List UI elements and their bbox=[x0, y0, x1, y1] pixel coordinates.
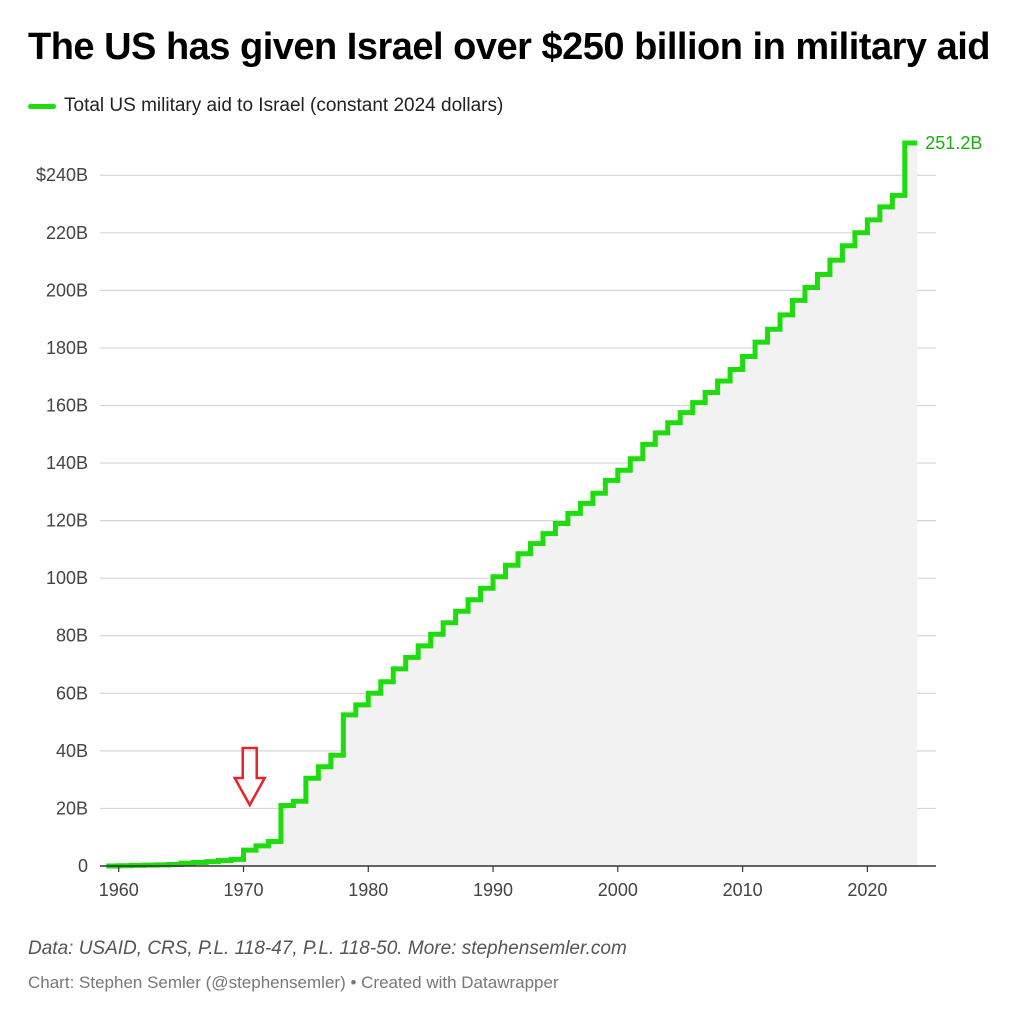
x-tick-label: 1960 bbox=[99, 880, 139, 900]
cumulative-aid-line bbox=[106, 140, 918, 869]
y-tick-label: 200B bbox=[46, 280, 88, 300]
y-tick-label: 40B bbox=[56, 741, 88, 761]
y-tick-label: 60B bbox=[56, 683, 88, 703]
x-tick-label: 2000 bbox=[598, 880, 638, 900]
y-tick-label: 160B bbox=[46, 395, 88, 415]
cumulative-aid-area bbox=[106, 143, 918, 866]
y-tick-label: 20B bbox=[56, 798, 88, 818]
data-source-note: Data: USAID, CRS, P.L. 118-47, P.L. 118-… bbox=[28, 938, 627, 959]
legend: Total US military aid to Israel (constan… bbox=[28, 95, 503, 117]
step-area-chart: 1960 1970 1980 1990 2000 2010 2020 0 20B 40B 60B 8… bbox=[36, 133, 982, 900]
legend-swatch bbox=[28, 103, 56, 109]
x-tick-label: 2020 bbox=[847, 880, 887, 900]
y-tick-label: 120B bbox=[46, 511, 88, 531]
chart-credit: Chart: Stephen Semler (@stephensemler) •… bbox=[28, 973, 559, 992]
x-tick-label: 1980 bbox=[348, 880, 388, 900]
x-tick-label: 2010 bbox=[723, 880, 763, 900]
x-axis-ticks: 1960 1970 1980 1990 2000 2010 2020 bbox=[99, 866, 887, 900]
y-tick-label: $240B bbox=[36, 165, 88, 185]
x-tick-label: 1970 bbox=[223, 880, 263, 900]
y-axis-ticks: 0 20B 40B 60B 80B 100B 120B 140B 160B 180B 200B 220… bbox=[36, 165, 88, 876]
y-tick-label: 0 bbox=[78, 856, 88, 876]
red-down-arrow-icon bbox=[232, 746, 267, 808]
y-tick-label: 220B bbox=[46, 223, 88, 243]
chart-title: The US has given Israel over $250 billio… bbox=[28, 26, 990, 68]
y-tick-label: 100B bbox=[46, 568, 88, 588]
end-value-label: 251.2B bbox=[925, 133, 982, 153]
y-tick-label: 80B bbox=[56, 626, 88, 646]
legend-label: Total US military aid to Israel (constan… bbox=[64, 95, 504, 116]
y-tick-label: 140B bbox=[46, 453, 88, 473]
y-tick-label: 180B bbox=[46, 338, 88, 358]
x-tick-label: 1990 bbox=[473, 880, 513, 900]
